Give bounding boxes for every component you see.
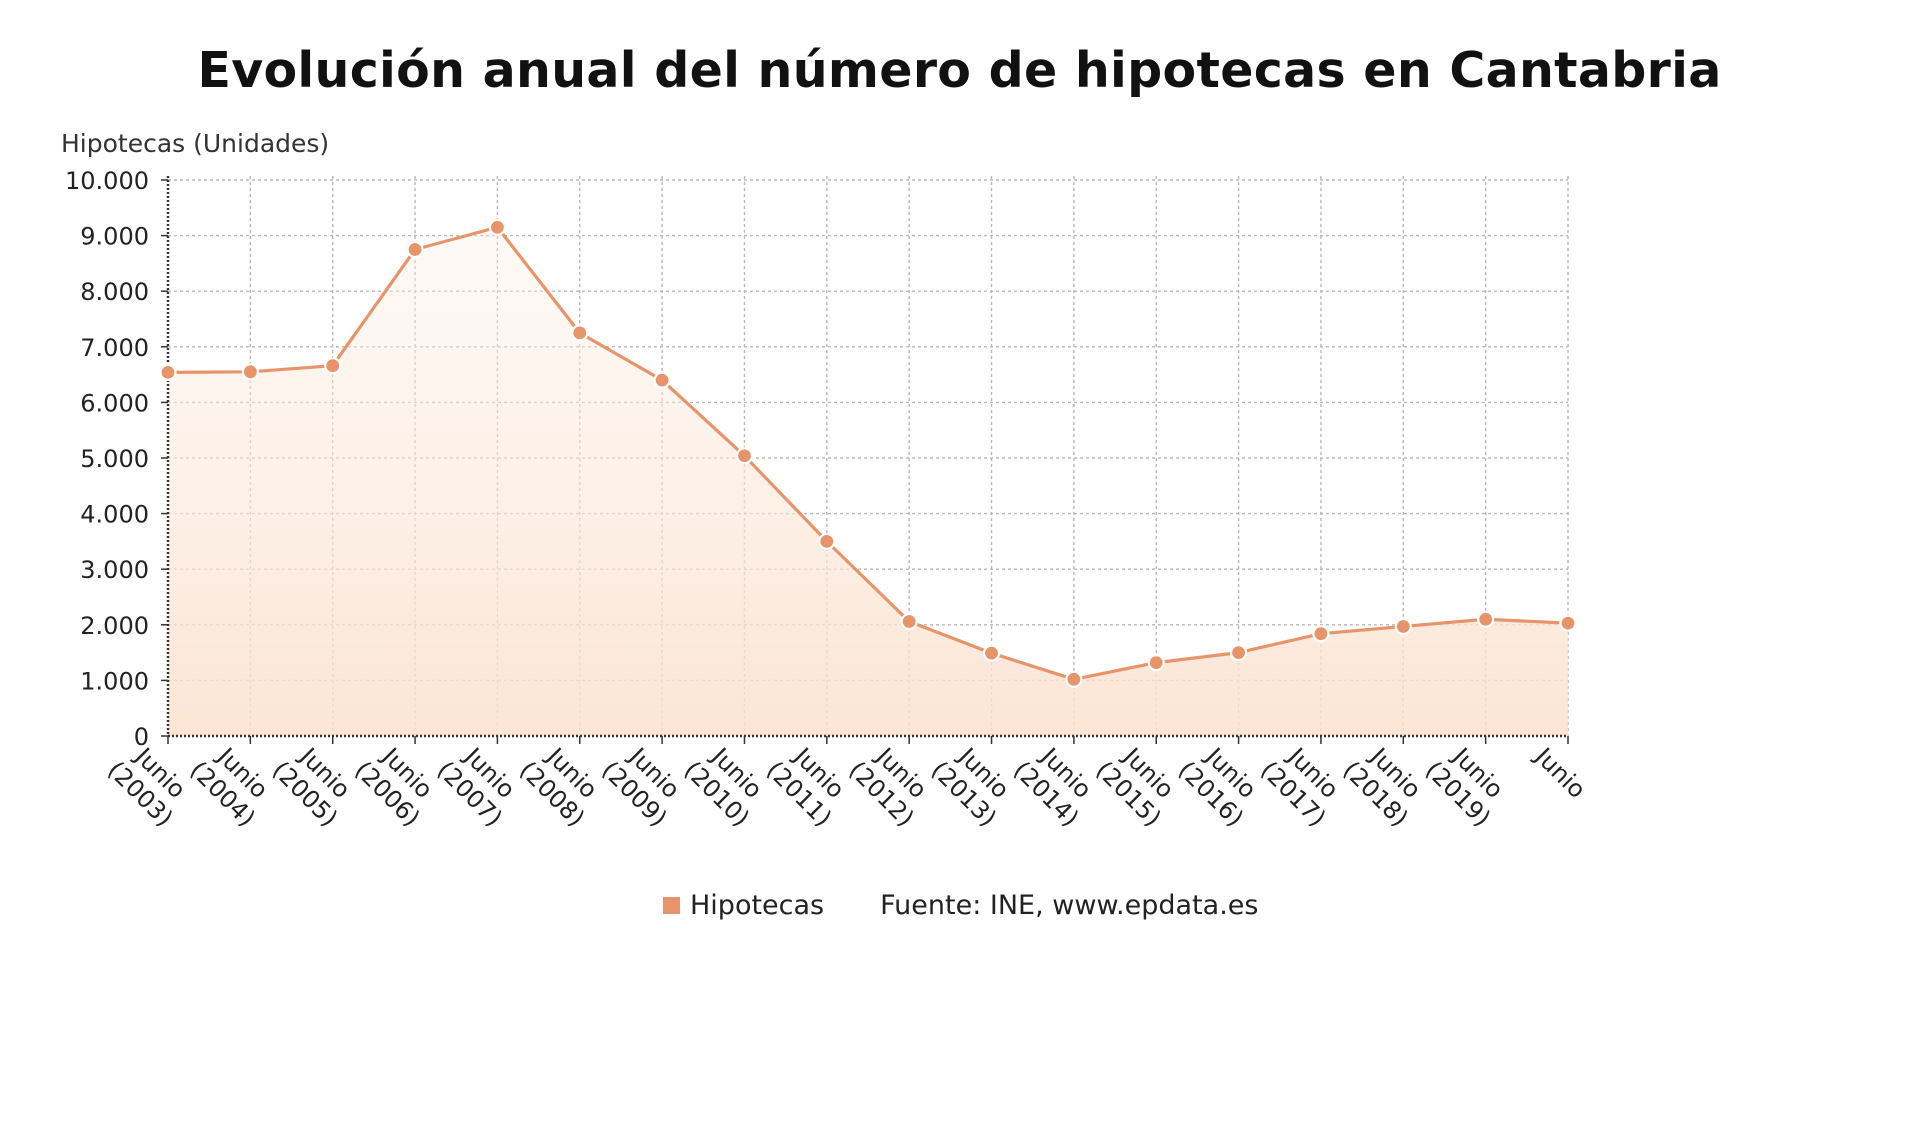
data-point bbox=[653, 371, 671, 389]
legend-swatch-hipotecas bbox=[663, 896, 680, 914]
data-point bbox=[1312, 625, 1330, 643]
x-tick-label: Junio(2017) bbox=[1255, 735, 1352, 832]
x-tick-label: Junio(2013) bbox=[926, 735, 1023, 832]
data-point bbox=[982, 644, 1001, 662]
x-tick-label: Junio(2004) bbox=[185, 735, 282, 832]
data-point bbox=[571, 324, 589, 342]
x-tick-label: Junio(2006) bbox=[349, 735, 446, 832]
x-tick-label: Junio(2015) bbox=[1090, 735, 1187, 832]
data-point bbox=[159, 363, 177, 381]
series-area-hipotecas bbox=[168, 227, 1568, 736]
y-tick-label: 8.000 bbox=[80, 278, 149, 306]
data-point bbox=[1477, 610, 1495, 628]
y-tick-label: 2.000 bbox=[80, 612, 149, 640]
x-tick-label: Junio(2003) bbox=[102, 735, 199, 832]
data-point bbox=[1559, 614, 1577, 632]
data-point bbox=[1065, 670, 1083, 688]
source-note: Fuente: INE, www.epdata.es bbox=[880, 889, 1259, 921]
x-tick-label: Junio(2011) bbox=[761, 735, 858, 832]
y-tick-label: 5.000 bbox=[80, 445, 149, 473]
x-tick-label: Junio(2014) bbox=[1008, 735, 1105, 832]
y-tick-label: 7.000 bbox=[80, 334, 149, 362]
x-tick-label: Junio(2009) bbox=[596, 735, 693, 832]
x-tick-label: Junio(2007) bbox=[432, 735, 529, 832]
y-tick-label: 9.000 bbox=[80, 223, 149, 251]
y-tick-label: 6.000 bbox=[80, 389, 149, 417]
series-line-hipotecas bbox=[167, 225, 1569, 681]
legend-label-hipotecas: Hipotecas bbox=[690, 889, 825, 921]
data-point bbox=[488, 218, 507, 236]
y-tick-label: 10.000 bbox=[65, 167, 149, 195]
x-tick-label: Junio(2010) bbox=[679, 735, 776, 832]
chart-title: Evolución anual del número de hipotecas … bbox=[197, 42, 1722, 99]
x-tick-label: Junio bbox=[1528, 741, 1591, 804]
data-point bbox=[1229, 643, 1248, 662]
x-tick-label: Junio(2005) bbox=[267, 735, 364, 832]
x-tick-label: Junio(2018) bbox=[1337, 735, 1434, 832]
x-tick-label: Junio(2008) bbox=[514, 735, 611, 832]
y-tick-label: 1.000 bbox=[80, 667, 149, 695]
data-point bbox=[406, 240, 424, 259]
data-point bbox=[324, 357, 342, 375]
data-point bbox=[241, 363, 259, 381]
data-point bbox=[818, 532, 836, 551]
x-tick-label: Junio(2019) bbox=[1420, 735, 1517, 832]
y-tick-label: 3.000 bbox=[80, 556, 149, 584]
data-point bbox=[735, 447, 754, 465]
x-tick-label: Junio(2016) bbox=[1173, 735, 1270, 832]
y-tick-label: 0 bbox=[134, 723, 149, 751]
y-axis-label: Hipotecas (Unidades) bbox=[61, 129, 329, 158]
data-point bbox=[900, 612, 918, 631]
x-tick-label: Junio(2012) bbox=[843, 735, 940, 832]
data-point bbox=[1147, 654, 1165, 672]
chart-legend: Hipotecas Fuente: INE, www.epdata.es bbox=[663, 888, 1258, 922]
y-tick-label: 4.000 bbox=[80, 501, 149, 529]
data-point bbox=[1394, 617, 1412, 636]
